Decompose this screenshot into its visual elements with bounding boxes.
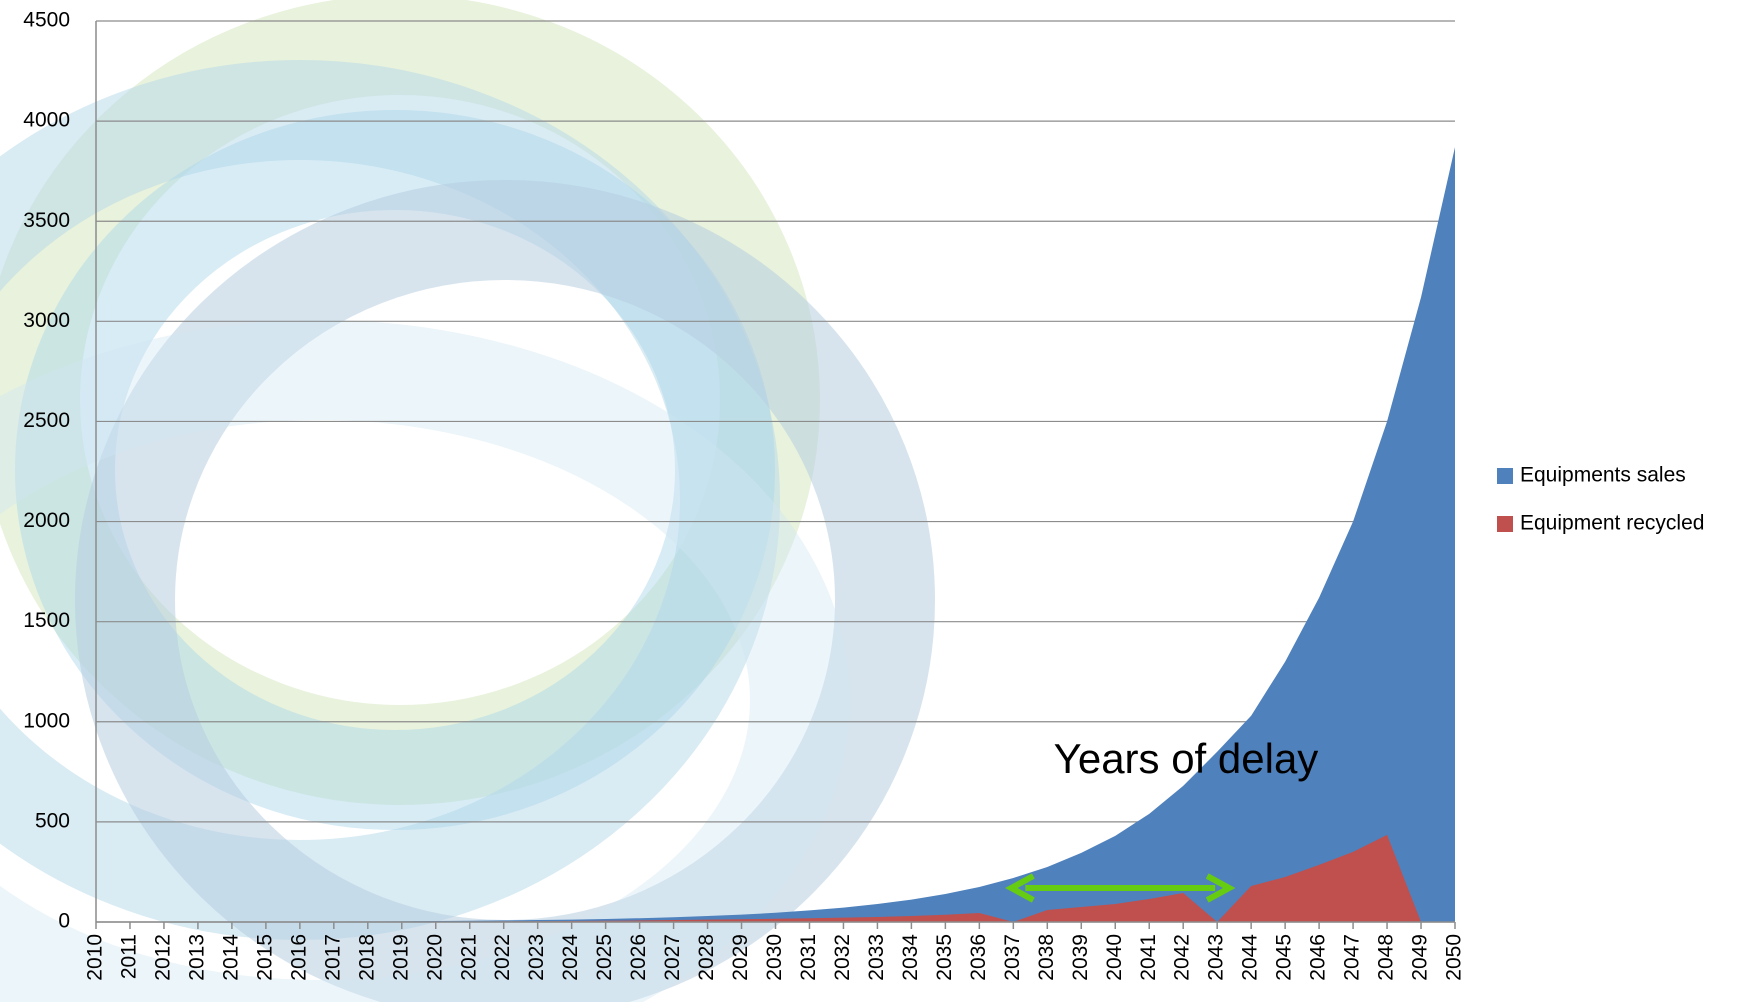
x-tick-label: 2018 — [355, 934, 378, 981]
x-tick-label: 2046 — [1307, 934, 1330, 981]
x-tick-label: 2050 — [1443, 934, 1466, 981]
y-tick-label: 500 — [35, 809, 70, 832]
x-tick-label: 2020 — [423, 934, 446, 981]
x-tick-label: 2032 — [831, 934, 854, 981]
x-tick-label: 2037 — [1001, 934, 1024, 981]
x-tick-label: 2031 — [797, 934, 820, 981]
x-tick-label: 2027 — [661, 934, 684, 981]
arrow-head — [1205, 873, 1236, 903]
x-tick-label: 2026 — [627, 934, 650, 981]
area — [96, 834, 1455, 922]
y-tick-label: 4000 — [23, 109, 70, 132]
x-tick-label: 2034 — [899, 934, 922, 981]
x-tick-label: 2038 — [1035, 934, 1058, 981]
x-tick-label: 2033 — [865, 934, 888, 981]
x-tick-label: 2042 — [1171, 934, 1194, 981]
y-tick-label: 4500 — [23, 9, 70, 32]
x-tick-label: 2049 — [1409, 934, 1432, 981]
x-tick-label: 2040 — [1103, 934, 1126, 981]
x-tick-label: 2028 — [695, 934, 718, 981]
legend-label: Equipment recycled — [1520, 512, 1704, 535]
x-tick-label: 2041 — [1137, 934, 1160, 981]
x-tick-label: 2044 — [1239, 934, 1262, 981]
x-tick-label: 2013 — [185, 934, 208, 981]
x-tick-label: 2014 — [219, 934, 242, 981]
x-tick-label: 2045 — [1273, 934, 1296, 981]
y-tick-label: 1500 — [23, 609, 70, 632]
x-tick-label: 2024 — [559, 934, 582, 981]
y-tick-label: 2000 — [23, 509, 70, 532]
x-tick-label: 2048 — [1375, 934, 1398, 981]
arrow-head — [1005, 873, 1035, 903]
x-tick-label: 2043 — [1205, 934, 1228, 981]
x-tick-label: 2029 — [729, 934, 752, 981]
x-tick-label: 2019 — [389, 934, 412, 981]
legend-swatch — [1497, 516, 1513, 532]
x-tick-label: 2035 — [933, 934, 956, 981]
x-tick-label: 2025 — [593, 934, 616, 981]
x-tick-label: 2023 — [525, 934, 548, 981]
y-tick-label: 2500 — [23, 409, 70, 432]
x-tick-label: 2012 — [151, 934, 174, 981]
x-tick-label: 2030 — [763, 934, 786, 981]
annotation: Years of delay — [1054, 735, 1319, 782]
area — [96, 147, 1455, 922]
x-tick-label: 2021 — [457, 934, 480, 981]
x-tick-label: 2039 — [1069, 934, 1092, 981]
x-tick-label: 2036 — [967, 934, 990, 981]
x-tick-label: 2047 — [1341, 934, 1364, 981]
x-tick-label: 2022 — [491, 934, 514, 981]
x-tick-label: 2010 — [84, 934, 107, 981]
x-tick-label: 2015 — [253, 934, 276, 981]
x-tick-label: 2016 — [287, 934, 310, 981]
legend-swatch — [1497, 468, 1513, 484]
y-tick-label: 3500 — [23, 209, 70, 232]
legend-label: Equipments sales — [1520, 464, 1686, 487]
y-tick-label: 0 — [58, 910, 70, 933]
background-rings — [0, 0, 935, 1002]
x-tick-label: 2011 — [118, 934, 141, 979]
y-tick-label: 3000 — [23, 309, 70, 332]
x-tick-label: 2017 — [321, 934, 344, 981]
y-tick-label: 1000 — [23, 709, 70, 732]
